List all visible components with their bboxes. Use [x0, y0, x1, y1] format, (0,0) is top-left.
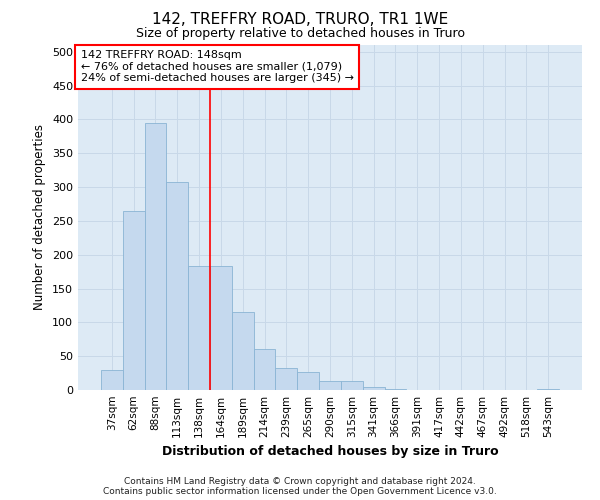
Bar — [297, 372, 319, 390]
Bar — [188, 266, 210, 390]
Bar — [123, 210, 145, 390]
X-axis label: Distribution of detached houses by size in Truro: Distribution of detached houses by size … — [161, 446, 499, 458]
Text: Contains HM Land Registry data © Crown copyright and database right 2024.
Contai: Contains HM Land Registry data © Crown c… — [103, 476, 497, 496]
Y-axis label: Number of detached properties: Number of detached properties — [34, 124, 46, 310]
Bar — [254, 350, 275, 390]
Bar — [537, 388, 559, 390]
Bar — [275, 368, 297, 390]
Bar — [232, 312, 254, 390]
Text: 142 TREFFRY ROAD: 148sqm
← 76% of detached houses are smaller (1,079)
24% of sem: 142 TREFFRY ROAD: 148sqm ← 76% of detach… — [80, 50, 353, 84]
Bar — [145, 123, 166, 390]
Bar — [363, 386, 385, 390]
Bar — [166, 182, 188, 390]
Text: 142, TREFFRY ROAD, TRURO, TR1 1WE: 142, TREFFRY ROAD, TRURO, TR1 1WE — [152, 12, 448, 28]
Text: Size of property relative to detached houses in Truro: Size of property relative to detached ho… — [136, 28, 464, 40]
Bar — [101, 370, 123, 390]
Bar — [319, 381, 341, 390]
Bar — [210, 266, 232, 390]
Bar — [341, 380, 363, 390]
